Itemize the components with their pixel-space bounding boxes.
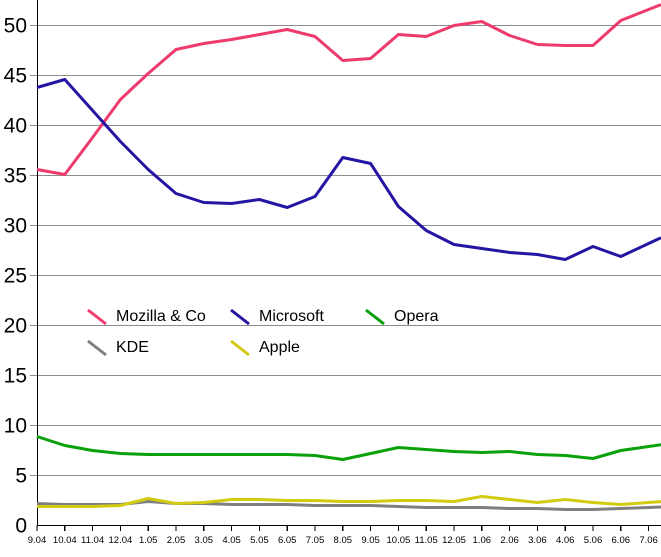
y-axis-label-0: 0 — [15, 515, 27, 538]
x-axis-label-2-06: 2.06 — [500, 535, 519, 546]
x-axis-label-3-05: 3.05 — [195, 535, 214, 546]
series-line-microsoft — [36, 78, 661, 261]
series-line-mozilla-co — [36, 3, 661, 176]
x-axis-label-11-04: 11.04 — [81, 535, 104, 546]
y-axis-label-10: 10 — [4, 415, 27, 438]
x-axis-label-12-04: 12.04 — [109, 535, 133, 546]
y-axis-label-20: 20 — [4, 315, 27, 338]
x-axis-label-5-05: 5.05 — [250, 535, 269, 546]
x-axis-label-4-06: 4.06 — [556, 535, 575, 546]
x-axis-label-2-05: 2.05 — [167, 535, 186, 546]
series-line-opera — [36, 435, 661, 461]
y-axis-label-5: 5 — [15, 465, 27, 488]
y-axis-label-15: 15 — [4, 365, 27, 388]
x-axis-label-5-06: 5.06 — [584, 535, 603, 546]
x-axis-label-9-04: 9.04 — [28, 535, 47, 546]
x-axis-label-11-05: 11.05 — [415, 535, 438, 546]
y-axis-label-40: 40 — [4, 115, 27, 138]
x-axis-label-6-05: 6.05 — [278, 535, 297, 546]
y-axis-label-35: 35 — [4, 165, 27, 188]
x-axis-label-7-06: 7.06 — [639, 535, 658, 546]
series-line-apple — [37, 495, 661, 508]
x-axis-label-10-04: 10.04 — [53, 535, 77, 546]
series-line-kde — [36, 500, 661, 511]
y-axis-label-25: 25 — [4, 265, 27, 288]
x-axis-label-8-05: 8.05 — [334, 535, 353, 546]
x-axis-label-1-05: 1.05 — [139, 535, 158, 546]
x-axis-label-6-06: 6.06 — [612, 535, 631, 546]
y-axis-label-45: 45 — [4, 65, 27, 88]
x-axis-label-1-06: 1.06 — [473, 535, 492, 546]
x-axis-label-9-05: 9.05 — [361, 535, 380, 546]
x-axis-label-3-06: 3.06 — [528, 535, 547, 546]
x-axis-label-10-05: 10.05 — [387, 535, 411, 546]
x-axis-label-12-05: 12.05 — [442, 535, 466, 546]
y-axis-label-50: 50 — [4, 15, 27, 38]
x-axis-label-4-05: 4.05 — [222, 535, 241, 546]
x-axis-label-7-05: 7.05 — [306, 535, 325, 546]
y-axis-label-30: 30 — [4, 215, 27, 238]
